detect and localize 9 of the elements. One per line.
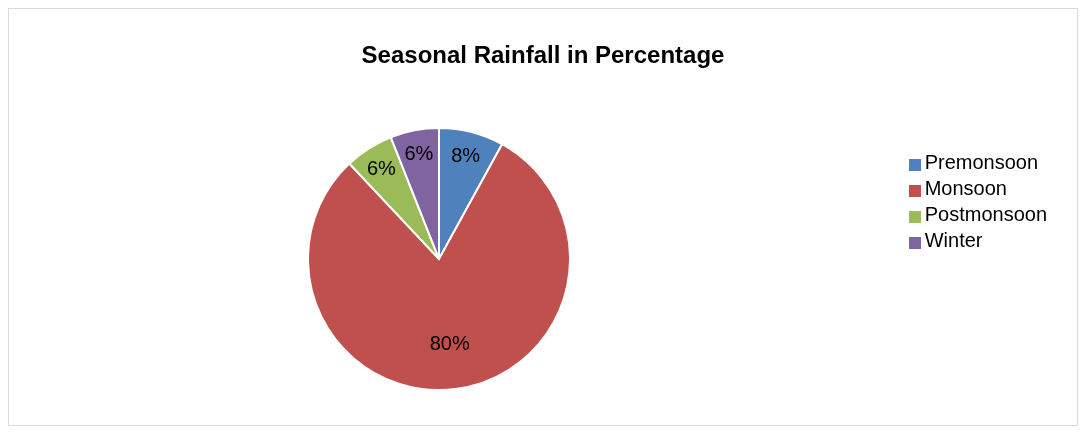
chart-title: Seasonal Rainfall in Percentage [360,41,726,69]
legend-label: Monsoon [924,177,1007,199]
data-label: 6% [404,142,434,165]
legend-label: Winter [924,229,983,251]
legend-label: Premonsoon [924,151,1039,173]
legend-label: Postmonsoon [924,203,1047,225]
data-label: 6% [366,157,397,180]
data-label: 8% [451,143,481,166]
data-label: 80% [429,332,470,355]
